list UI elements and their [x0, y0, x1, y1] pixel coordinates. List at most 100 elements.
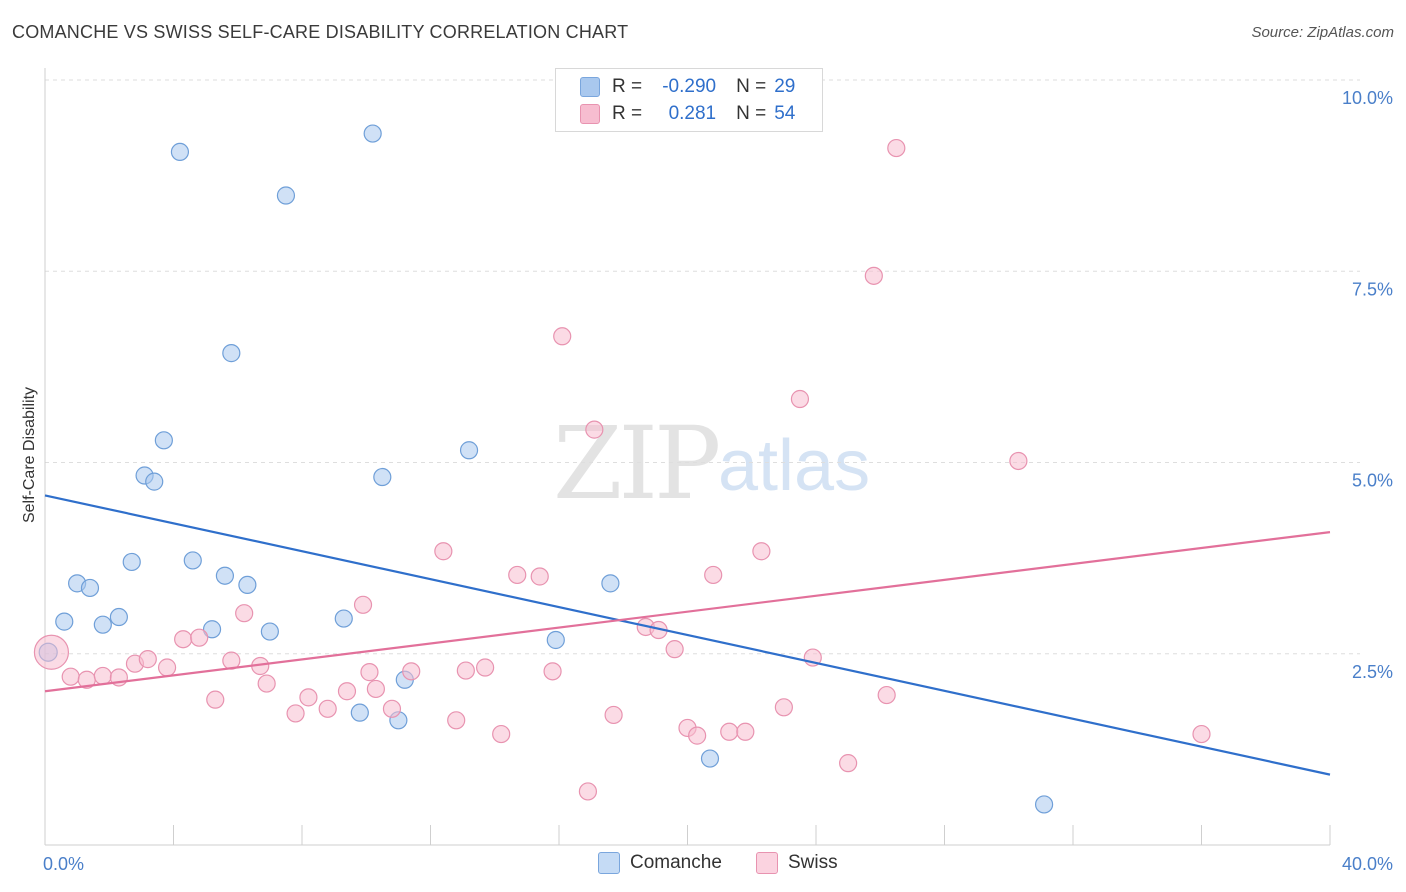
correlation-legend: R = -0.290 N = 29 R = 0.281 N = 54 [555, 68, 823, 132]
swiss-point [286, 704, 305, 723]
swiss-point [508, 565, 527, 585]
comanche-point [80, 578, 100, 598]
swiss-point [382, 699, 402, 718]
swiss-point [157, 658, 177, 677]
legend-label-comanche: Comanche [630, 852, 722, 873]
swiss-point [578, 782, 598, 801]
comanche-point [183, 551, 202, 570]
comanche-point [260, 622, 279, 641]
y-tick-label: 7.5% [1352, 279, 1393, 299]
swiss-point [206, 690, 225, 709]
comanche-point [222, 344, 241, 363]
swiss-point [752, 542, 771, 561]
swiss-point [585, 420, 604, 439]
legend-n-value: 29 [774, 76, 796, 97]
legend-item-comanche: Comanche [598, 852, 722, 874]
swiss-point [887, 138, 906, 158]
comanche-trend-line [44, 494, 1331, 776]
swiss-point [235, 604, 254, 623]
comanche-point [238, 575, 257, 595]
swiss-point [174, 630, 193, 649]
swiss-point [456, 661, 475, 680]
legend-swatch-comanche [598, 852, 620, 874]
comanche-point [145, 472, 164, 491]
legend-item-swiss: Swiss [756, 852, 838, 874]
swiss-point [337, 682, 357, 701]
legend-row-swiss: R = 0.281 N = 54 [580, 102, 795, 126]
comanche-point [154, 431, 173, 450]
x-tick-label: 40.0% [1342, 854, 1393, 874]
legend-n-label: N = [736, 103, 767, 124]
swiss-point [839, 754, 858, 773]
legend-n-label: N = [736, 76, 767, 97]
comanche-point [122, 552, 141, 572]
swiss-point [790, 389, 810, 409]
legend-row-comanche: R = -0.290 N = 29 [580, 75, 795, 99]
legend-swatch-comanche [580, 77, 600, 97]
swiss-point [1009, 451, 1028, 471]
comanche-point [93, 615, 112, 634]
swiss-point [138, 650, 157, 669]
comanche-point [363, 124, 382, 143]
legend-r-label: R = [612, 76, 643, 97]
watermark-zip: ZIP [553, 405, 721, 522]
legend-swatch-swiss [756, 852, 778, 874]
swiss-point [402, 662, 421, 681]
swiss-point [447, 711, 466, 730]
swiss-point [360, 663, 379, 682]
swiss-point [434, 542, 453, 561]
legend-label-swiss: Swiss [788, 852, 838, 873]
comanche-point [202, 620, 222, 639]
swiss-point [476, 658, 495, 677]
comanche-point [700, 749, 720, 768]
swiss-point [877, 685, 896, 705]
swiss-point [553, 327, 572, 346]
swiss-point [190, 628, 209, 647]
comanche-point [170, 142, 190, 162]
comanche-point [276, 186, 296, 205]
swiss-point [688, 726, 707, 745]
swiss-point [864, 266, 883, 285]
swiss-point [736, 722, 755, 741]
comanche-point [546, 630, 565, 650]
legend-r-value: 0.281 [668, 103, 717, 124]
comanche-point [55, 612, 74, 631]
swiss-point [530, 567, 549, 586]
swiss-point [257, 674, 276, 693]
swiss-point [366, 679, 385, 699]
legend-n-value: 54 [774, 103, 796, 124]
swiss-point [33, 634, 70, 670]
chart-title: COMANCHE VS SWISS SELF-CARE DISABILITY C… [12, 22, 629, 42]
comanche-point [601, 574, 620, 593]
legend-r-value: -0.290 [662, 76, 717, 97]
legend-swatch-swiss [580, 104, 600, 124]
comanche-point [350, 703, 369, 722]
comanche-point [373, 467, 392, 487]
swiss-point [774, 698, 793, 717]
swiss-point [1192, 724, 1211, 744]
y-tick-label: 5.0% [1352, 471, 1393, 491]
swiss-point [299, 688, 318, 707]
swiss-point [543, 662, 562, 681]
comanche-point [215, 566, 234, 585]
swiss-point [318, 699, 337, 718]
swiss-point [353, 595, 373, 614]
swiss-point [720, 722, 739, 741]
swiss-point [93, 666, 112, 686]
swiss-point [492, 724, 511, 744]
watermark-atlas: atlas [718, 426, 871, 506]
comanche-point [459, 441, 479, 460]
swiss-point [704, 565, 723, 585]
comanche-point [334, 609, 353, 628]
swiss-point [665, 640, 684, 659]
y-tick-label: 10.0% [1342, 88, 1393, 108]
comanche-point [109, 607, 128, 627]
x-tick-label: 0.0% [43, 854, 84, 874]
source-label: Source: ZipAtlas.com [1251, 24, 1394, 41]
comanche-point [1034, 795, 1054, 814]
swiss-point [61, 667, 80, 686]
y-tick-label: 2.5% [1352, 662, 1393, 682]
swiss-trend-line [44, 531, 1331, 693]
legend-r-label: R = [612, 103, 643, 124]
